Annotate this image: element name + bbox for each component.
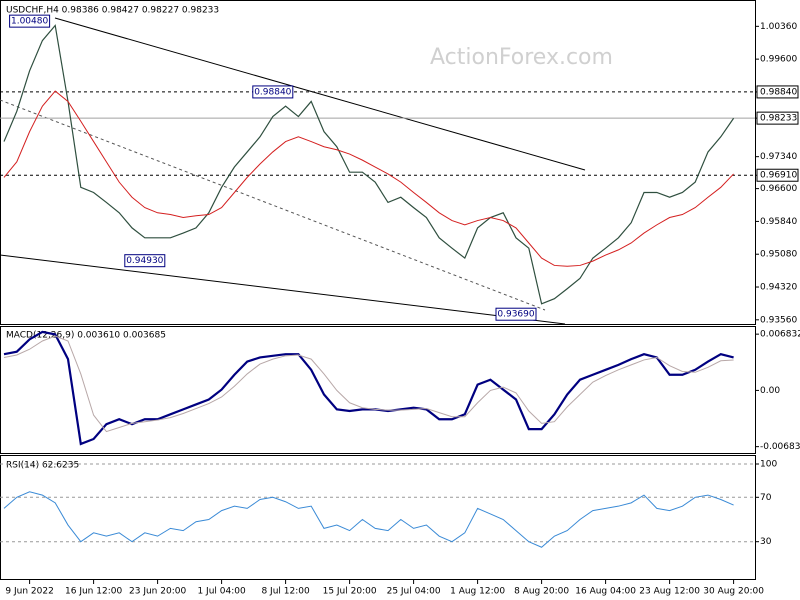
y-tick-label: 30 [760, 537, 772, 547]
annotation: 0.98840 [254, 87, 291, 97]
x-tick-label: 8 Aug 20:00 [514, 587, 569, 597]
y-tick-label: 0.99600 [760, 55, 797, 65]
y-tick-label: 100 [760, 460, 777, 470]
trend-line [0, 254, 566, 325]
x-tick-label: 23 Jun 20:00 [129, 587, 186, 597]
x-tick-label: 1 Aug 12:00 [450, 587, 505, 597]
y-tick-label: 0.93560 [760, 315, 797, 325]
y-tick-label: 0.94320 [760, 283, 797, 293]
macd-title: MACD(12,26,9) 0.003610 0.003685 [6, 331, 166, 341]
x-tick-label: 25 Jul 04:00 [387, 587, 441, 597]
tick-box [756, 85, 799, 99]
rsi-title: RSI(14) 62.6235 [6, 461, 79, 471]
series-line [3, 330, 734, 446]
x-tick-label: 16 Jun 12:00 [65, 587, 122, 597]
x-tick-label: 8 Jul 12:00 [261, 587, 310, 597]
y-tick-label: 0.96910 [760, 171, 797, 181]
trend-line [54, 17, 586, 171]
y-tick-label: 0.00 [760, 386, 780, 396]
y-tick-label: 1.00360 [760, 22, 797, 32]
y-tick-label: 0.95080 [760, 250, 797, 260]
y-tick-label: 0.006832 [760, 330, 800, 340]
x-tick-label: 1 Jul 04:00 [197, 587, 246, 597]
series-line [3, 24, 735, 305]
annotation-box [495, 307, 537, 321]
annotation: 0.93690 [497, 310, 534, 320]
price-panel [0, 0, 756, 325]
y-tick-label: 0.95840 [760, 217, 797, 227]
y-tick-label: 0.98840 [760, 87, 797, 97]
y-tick-label: 0.96600 [760, 184, 797, 194]
trend-line [0, 99, 546, 311]
series-line [3, 90, 734, 267]
y-tick-label: -0.00683 [760, 442, 800, 452]
annotation-box [124, 254, 166, 268]
series-line [3, 335, 734, 433]
rsi-panel [0, 455, 756, 580]
y-tick-label: 0.98233 [760, 114, 797, 124]
annotation: 0.94930 [126, 256, 163, 266]
x-tick-label: 9 Jun 2022 [5, 587, 53, 597]
x-tick-label: 16 Aug 04:00 [575, 587, 636, 597]
annotation-box [252, 85, 294, 99]
watermark: ActionForex.com [430, 45, 613, 70]
tick-box [756, 111, 799, 125]
chart-title: USDCHF,H4 0.98386 0.98427 0.98227 0.9823… [6, 6, 219, 16]
tick-box [756, 168, 799, 182]
x-tick-label: 15 Jul 20:00 [323, 587, 377, 597]
annotation: 1.00480 [11, 17, 48, 27]
annotation-box [9, 14, 51, 28]
y-tick-label: 0.97340 [760, 152, 797, 162]
series-line [3, 491, 734, 548]
y-tick-label: 70 [760, 493, 772, 503]
x-tick-label: 23 Aug 12:00 [639, 587, 700, 597]
x-tick-label: 30 Aug 20:00 [703, 587, 764, 597]
